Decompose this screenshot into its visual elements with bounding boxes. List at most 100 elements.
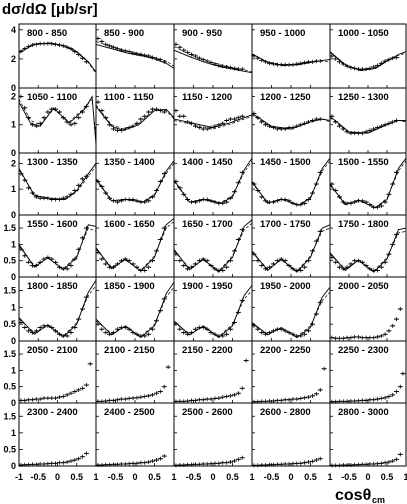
panel-energy-label: 950 - 1000: [260, 28, 305, 39]
y-tick-label: 1: [11, 302, 16, 312]
fit-curve-solid: [95, 43, 175, 69]
fit-curve-solid: [251, 286, 331, 339]
y-tick-label: 0: [11, 148, 16, 158]
fit-curve-solid: [18, 95, 97, 145]
panel: 850 - 900: [95, 23, 175, 89]
panel: 950 - 1000: [251, 23, 331, 89]
panel: 0 0.5 1 1.5 1800 - 1850: [3, 276, 97, 346]
fit-curve-dashed: [251, 54, 331, 66]
panel: 1350 - 1400: [95, 152, 175, 216]
panel: 1900 - 1950: [173, 276, 253, 342]
fit-curve-dashed: [95, 104, 175, 130]
fit-curve-dashed: [329, 52, 407, 71]
panel-energy-label: 2200 - 2250: [260, 345, 311, 356]
fit-curve-solid: [251, 224, 331, 273]
y-tick-label: 4: [11, 25, 16, 35]
y-tick-label: 1: [11, 365, 16, 375]
fit-curve-dashed: [251, 227, 331, 272]
panel-energy-label: 1150 - 1200: [182, 92, 232, 103]
x-tick-label: -0.5: [186, 472, 202, 482]
y-tick-label: 0.5: [3, 444, 16, 454]
panel: 2600 - 2800: [251, 402, 331, 468]
y-tick-label: 0: [11, 336, 16, 346]
fit-curve-dashed: [173, 222, 253, 272]
fit-curve-solid: [329, 157, 407, 209]
x-tick-label: 0.5: [226, 472, 239, 482]
x-tick-label: 0: [132, 472, 137, 482]
fit-curve-solid: [173, 49, 253, 74]
panel: 1250 - 1300: [329, 87, 407, 154]
panel-energy-label: 2300 - 2400: [27, 407, 78, 418]
panel-energy-label: 1000 - 1050: [338, 28, 389, 39]
fit-curve-dashed: [173, 115, 253, 130]
x-tick-label: 0.5: [148, 472, 161, 482]
x-tick-label: 0.5: [70, 472, 83, 482]
panel-grid: 024 800 - 850 850 - 900 900 - 950 950 - 1000…: [3, 23, 407, 471]
panel-energy-label: 1950 - 2000: [260, 281, 311, 292]
panel: 2100 - 2150: [95, 340, 175, 404]
panel: 0 2 4 800 - 850: [11, 23, 97, 93]
x-tick-label: 1: [249, 472, 254, 482]
panel-energy-label: 1900 - 1950: [182, 281, 233, 292]
panel: 1500 - 1550: [329, 152, 407, 216]
fit-curve-solid: [18, 224, 97, 271]
y-tick-label: 0.5: [3, 382, 16, 392]
panel-energy-label: 2150 - 2200: [182, 345, 233, 356]
panel-energy-label: 1700 - 1750: [260, 219, 311, 230]
fit-curve-solid: [329, 51, 407, 71]
x-tick-label: 1: [403, 472, 407, 482]
y-tick-label: 2: [11, 158, 16, 168]
panel-energy-label: 1300 - 1350: [27, 157, 78, 168]
fit-curve-solid: [95, 106, 175, 131]
y-tick-label: 1: [11, 239, 16, 249]
y-tick-label: 1.5: [3, 223, 16, 233]
y-tick-label: 0.5: [3, 319, 16, 329]
panel-energy-label: 1600 - 1650: [104, 219, 155, 230]
panel: 0 0.5 1 1.5 1550 - 1600: [3, 214, 97, 282]
panel-energy-label: 1550 - 1600: [27, 219, 78, 230]
x-tick-label: 0: [55, 472, 60, 482]
fit-curve-solid: [18, 163, 97, 200]
fit-curve-dashed: [18, 165, 97, 200]
panel-energy-label: 2000 - 2050: [338, 281, 389, 292]
y-tick-label: 1: [11, 184, 16, 194]
panel: 2800 - 3000: [329, 402, 407, 468]
panel: 1600 - 1650: [95, 214, 175, 278]
y-tick-label: 0: [11, 83, 16, 93]
panel-energy-label: 900 - 950: [182, 28, 222, 39]
panel-energy-label: 2050 - 2100: [27, 345, 78, 356]
panel: 2000 - 2050: [329, 276, 407, 342]
panel-energy-label: 2100 - 2150: [104, 345, 155, 356]
panel: 1850 - 1900: [95, 276, 175, 342]
panel: 2500 - 2600: [173, 402, 253, 468]
x-tick-label: -0.5: [264, 472, 280, 482]
panel: 2150 - 2200: [173, 340, 253, 404]
panel: 0 1 2 1300 - 1350: [11, 152, 97, 220]
fit-curve-solid: [173, 114, 253, 129]
panel: 1200 - 1250: [251, 87, 331, 154]
panel-energy-label: 2250 - 2300: [338, 345, 389, 356]
y-tick-label: 1.5: [3, 285, 16, 295]
panel-energy-label: 1450 - 1500: [260, 157, 311, 168]
y-tick-label: 0: [11, 272, 16, 282]
y-axis-label: dσ/dΩ [μb/sr]: [2, 1, 98, 18]
panel: 1650 - 1700: [173, 214, 253, 278]
panel-energy-label: 1750 - 1800: [338, 219, 389, 230]
panel-energy-label: 2500 - 2600: [182, 407, 233, 418]
panel-energy-label: 1400 - 1450: [182, 157, 233, 168]
x-tick-label: 1: [171, 472, 176, 482]
x-tick-label: -0.5: [341, 472, 357, 482]
x-tick-label: -0.5: [30, 472, 46, 482]
x-tick-label: 0.5: [304, 472, 317, 482]
y-tick-label: 0.5: [3, 256, 16, 266]
panel-energy-label: 1500 - 1550: [338, 157, 389, 168]
x-axis-label-subscript: cm: [372, 495, 385, 504]
panel-energy-label: 2600 - 2800: [260, 407, 311, 418]
panel-energy-label: 2800 - 3000: [338, 407, 389, 418]
y-tick-label: 0: [11, 398, 16, 408]
panel-energy-label: 1350 - 1400: [104, 157, 155, 168]
panel-energy-label: 1800 - 1850: [27, 281, 78, 292]
fit-curve-dashed: [95, 286, 175, 338]
panel-energy-label: 850 - 900: [104, 28, 144, 39]
